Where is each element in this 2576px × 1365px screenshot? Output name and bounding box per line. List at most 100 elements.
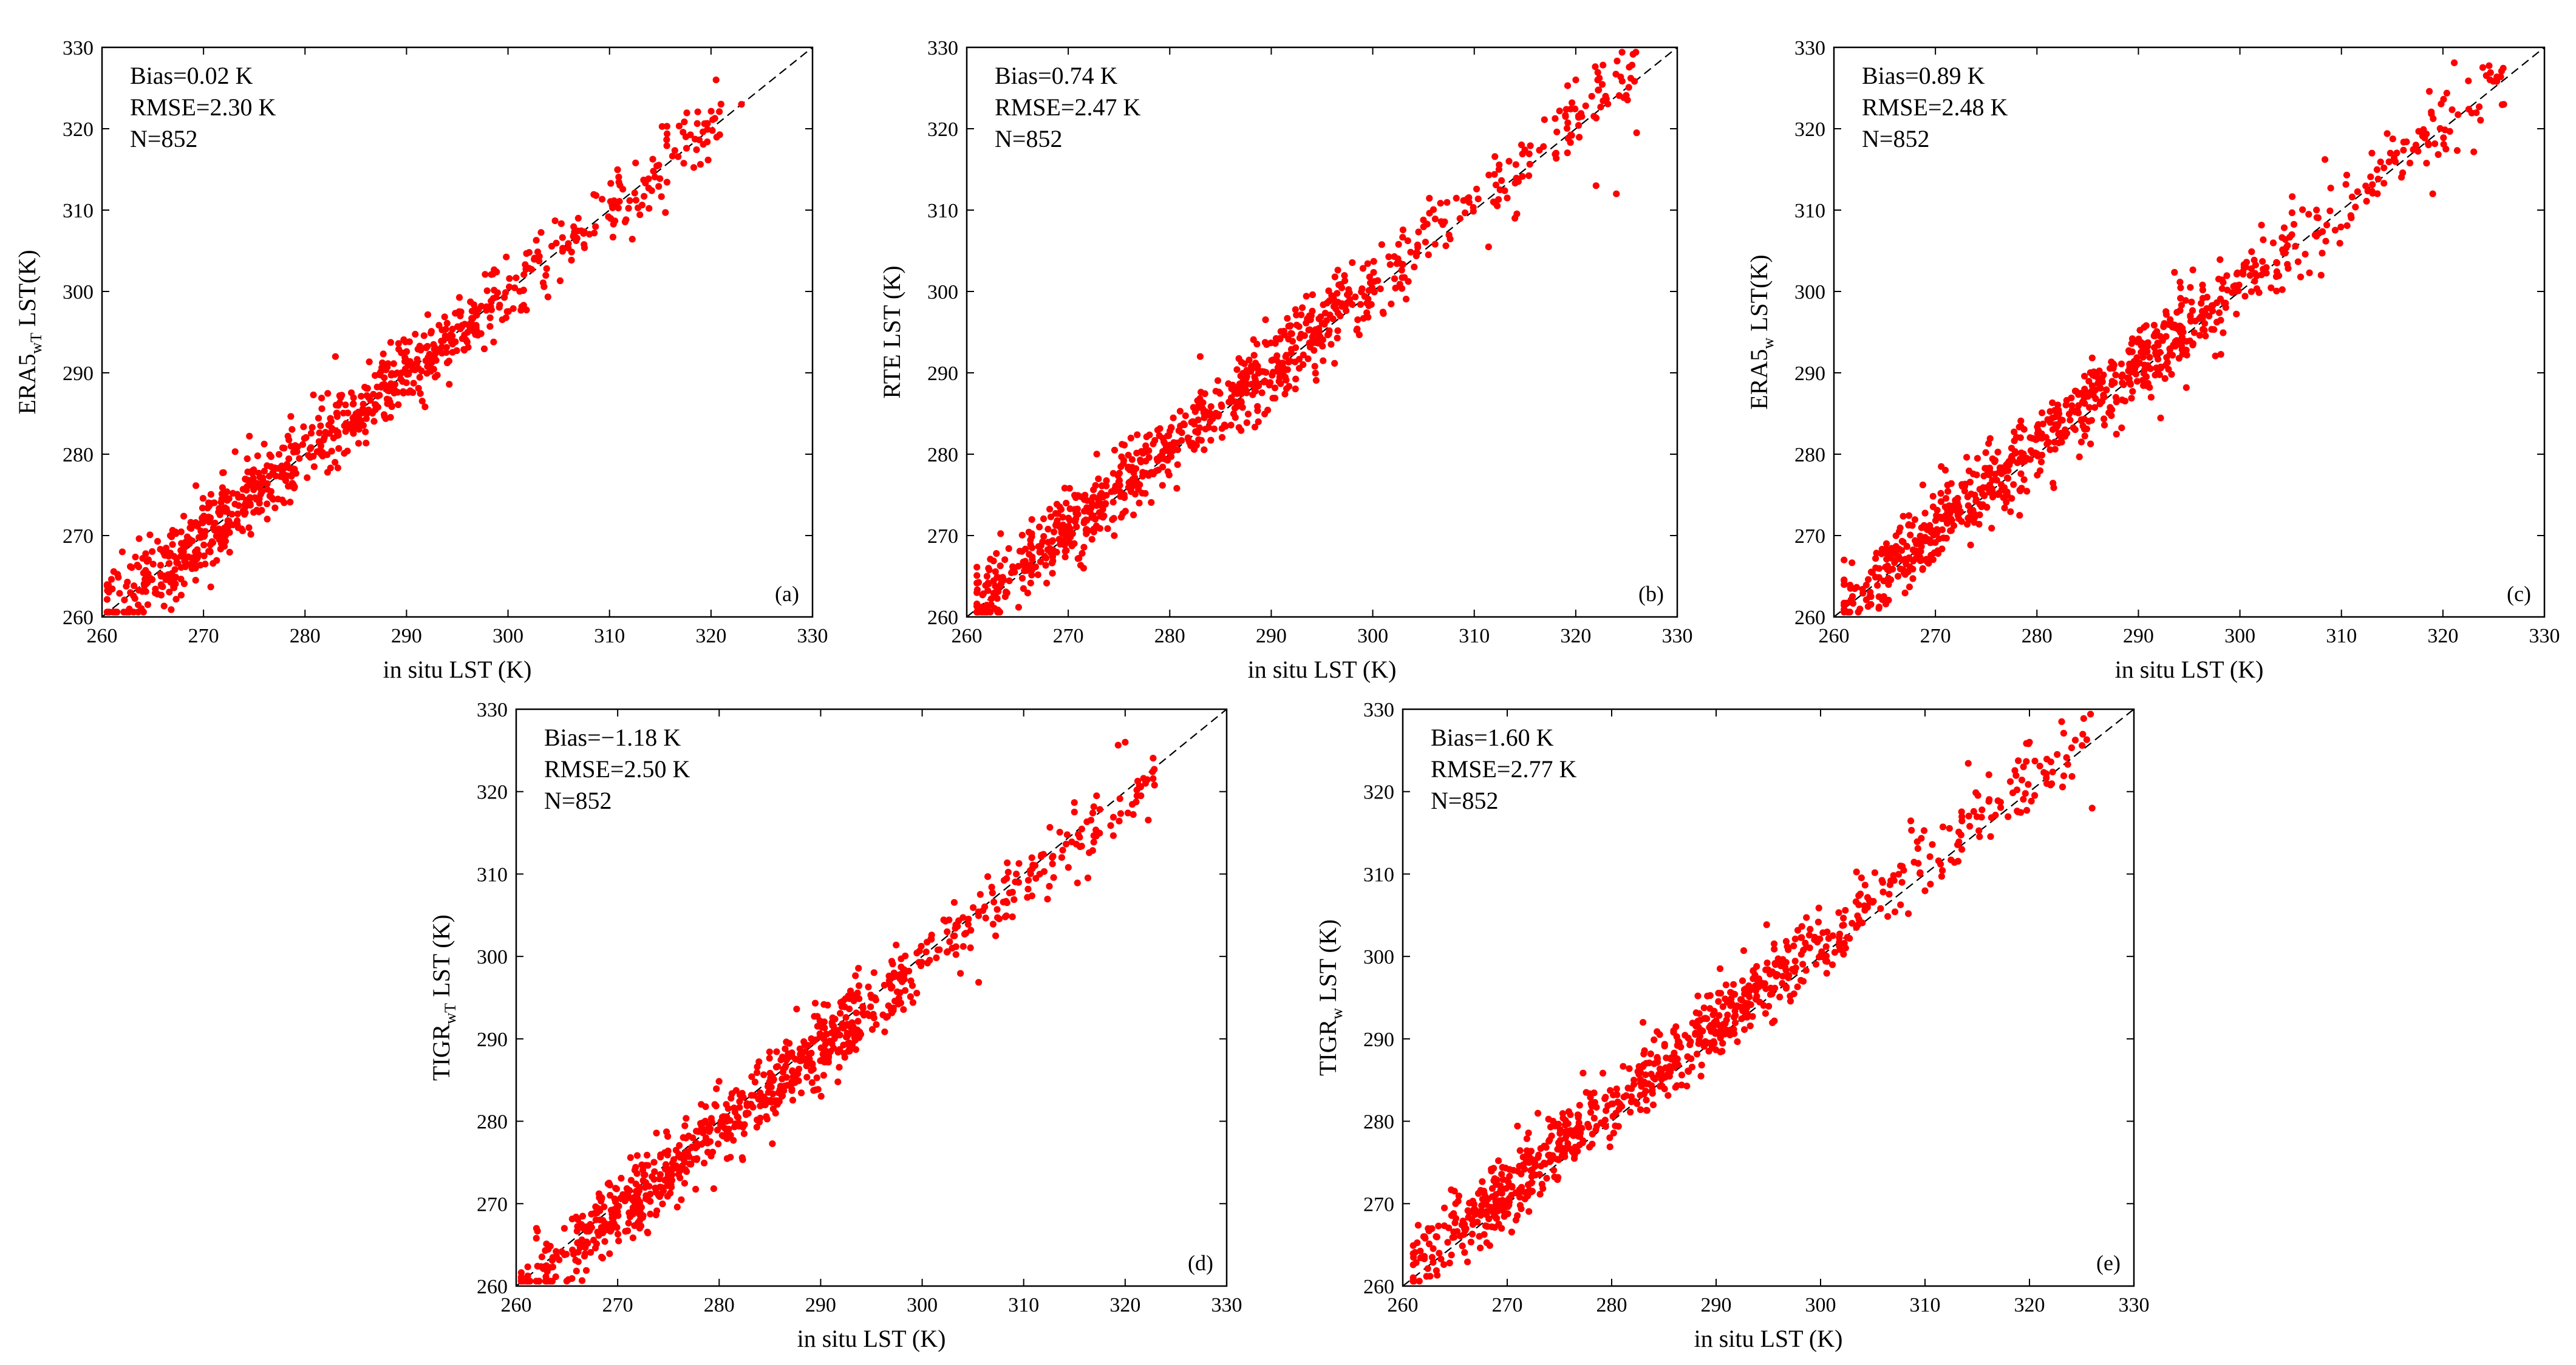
data-point <box>2387 149 2394 157</box>
data-point <box>287 499 294 506</box>
data-point <box>631 1222 638 1230</box>
data-point <box>1864 576 1872 584</box>
data-point <box>384 360 392 367</box>
y-tick-label: 280 <box>1794 444 1825 466</box>
data-point <box>542 271 550 279</box>
data-point <box>709 127 716 134</box>
data-point <box>366 358 373 366</box>
data-point <box>480 345 488 353</box>
data-point <box>253 480 261 487</box>
data-point <box>2162 311 2170 318</box>
data-point <box>1212 387 1219 395</box>
data-point <box>234 524 242 531</box>
data-point <box>1997 804 2005 811</box>
data-point <box>882 1013 890 1021</box>
data-point <box>1280 327 1287 335</box>
data-point <box>1502 1199 1509 1206</box>
y-axis-label: ERA5wT LST(K) <box>13 250 45 414</box>
data-point <box>1018 574 1026 582</box>
data-point <box>1089 809 1097 817</box>
data-point <box>321 434 328 441</box>
data-point <box>2090 392 2097 399</box>
data-point <box>556 1256 563 1264</box>
data-point <box>1002 588 1010 596</box>
data-point <box>707 107 715 115</box>
data-point <box>1849 559 1856 567</box>
data-point <box>1604 1102 1612 1109</box>
data-point <box>896 975 904 982</box>
data-point <box>388 403 395 410</box>
data-point <box>2415 128 2422 135</box>
data-point <box>859 1004 867 1012</box>
data-point <box>1040 533 1048 540</box>
data-point <box>1528 1188 1535 1196</box>
data-point <box>2273 287 2280 294</box>
data-point <box>715 1140 722 1148</box>
data-point <box>1583 1089 1590 1096</box>
data-point <box>865 983 872 990</box>
data-point <box>1871 869 1878 876</box>
data-point <box>2190 329 2198 336</box>
data-point <box>581 1250 589 1258</box>
data-point <box>2213 299 2221 307</box>
data-point <box>1049 570 1056 577</box>
data-point <box>1618 49 1626 56</box>
data-point <box>1994 797 2002 805</box>
data-point <box>1752 995 1759 1002</box>
data-point <box>463 336 470 344</box>
data-point <box>1056 503 1063 511</box>
x-tick-label: 260 <box>501 1294 532 1316</box>
data-point <box>1523 1157 1530 1164</box>
data-point <box>1836 938 1843 946</box>
data-point <box>1284 315 1291 322</box>
data-point <box>608 1219 616 1226</box>
data-point <box>1818 948 1825 955</box>
data-point <box>374 404 382 411</box>
data-point <box>154 537 162 545</box>
data-point <box>1233 385 1241 393</box>
data-point <box>1395 240 1402 248</box>
data-point <box>131 582 138 590</box>
data-point <box>1114 472 1122 479</box>
data-point <box>1886 891 1893 898</box>
data-point <box>740 1130 748 1137</box>
data-point <box>669 152 676 160</box>
data-point <box>913 990 921 997</box>
data-point <box>697 161 704 168</box>
data-point <box>1592 63 1599 70</box>
data-point <box>2367 173 2374 180</box>
data-point <box>736 1104 743 1111</box>
data-point <box>135 535 143 542</box>
data-point <box>1973 471 1980 478</box>
data-point <box>1182 412 1189 420</box>
data-point <box>1923 558 1931 565</box>
data-point <box>200 552 208 560</box>
data-point <box>675 1151 683 1158</box>
data-point <box>1117 810 1125 817</box>
data-point <box>1446 1259 1453 1267</box>
data-point <box>855 982 863 989</box>
data-point <box>808 1035 815 1043</box>
x-axis-label: in situ LST (K) <box>2115 656 2264 683</box>
data-point <box>783 1057 790 1064</box>
data-point <box>1309 291 1316 298</box>
data-point <box>319 449 326 456</box>
data-point <box>1037 558 1044 565</box>
data-point <box>614 166 621 174</box>
data-point <box>2027 447 2034 454</box>
data-point <box>1967 542 1974 549</box>
data-point <box>522 265 530 273</box>
data-point <box>556 277 564 284</box>
x-tick-label: 270 <box>1920 625 1951 647</box>
data-point <box>1329 315 1337 322</box>
data-point <box>1218 434 1226 441</box>
data-point <box>1779 979 1786 987</box>
data-point <box>1046 824 1054 831</box>
data-point <box>631 189 638 197</box>
data-point <box>1159 482 1166 489</box>
data-point <box>1649 1101 1657 1109</box>
data-point <box>2077 416 2085 423</box>
data-point <box>1647 1071 1655 1078</box>
data-point <box>870 969 877 976</box>
data-point <box>573 1227 581 1235</box>
